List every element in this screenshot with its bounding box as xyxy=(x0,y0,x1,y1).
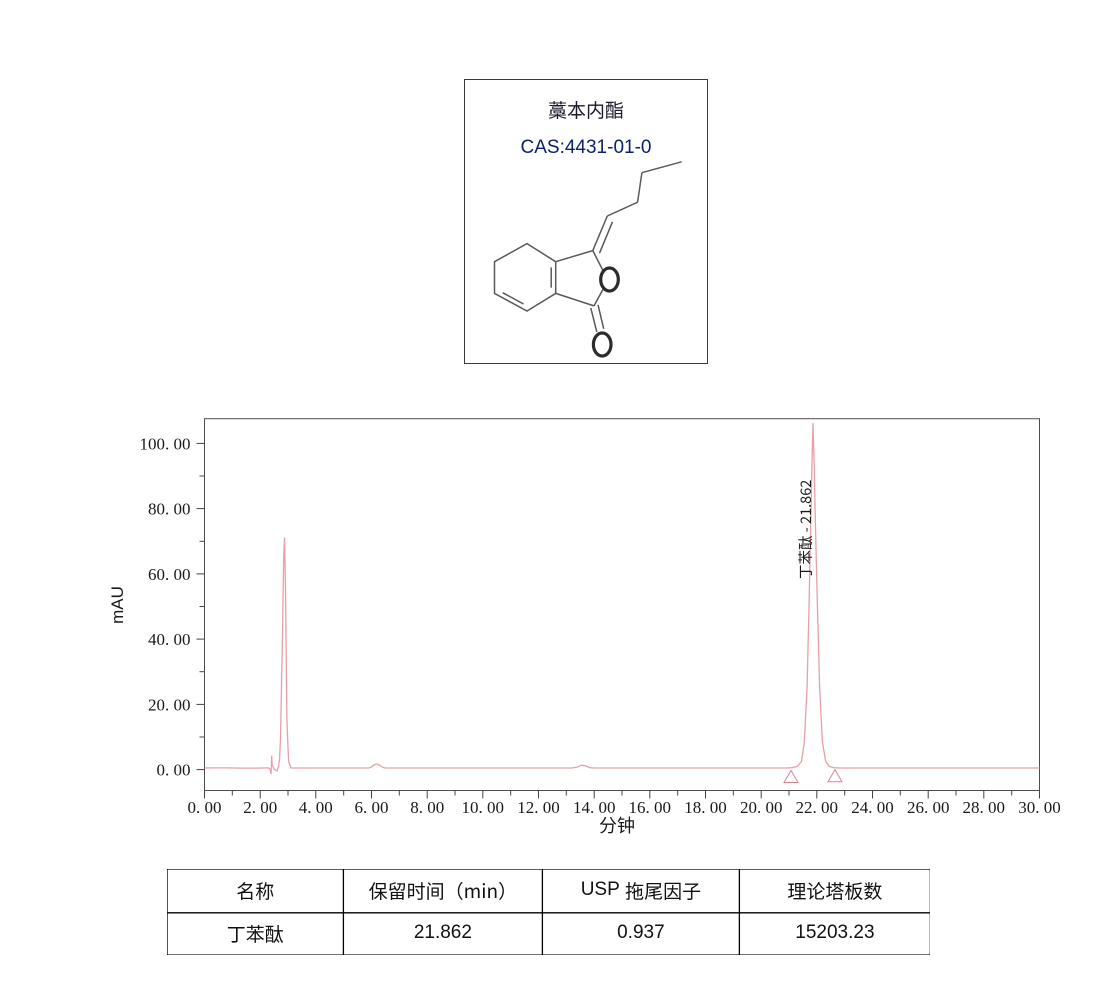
svg-text:丁苯酞 - 21.862: 丁苯酞 - 21.862 xyxy=(795,480,816,579)
svg-text:26. 00: 26. 00 xyxy=(907,798,950,817)
svg-text:22. 00: 22. 00 xyxy=(796,798,839,817)
svg-text:100. 00: 100. 00 xyxy=(140,434,191,453)
svg-text:2. 00: 2. 00 xyxy=(243,798,277,817)
svg-text:12. 00: 12. 00 xyxy=(517,798,560,817)
svg-text:24. 00: 24. 00 xyxy=(851,798,894,817)
svg-text:20. 00: 20. 00 xyxy=(148,695,191,714)
svg-text:分钟: 分钟 xyxy=(599,812,635,838)
svg-text:40. 00: 40. 00 xyxy=(148,630,191,649)
svg-text:28. 00: 28. 00 xyxy=(963,798,1006,817)
svg-text:18. 00: 18. 00 xyxy=(684,798,727,817)
svg-text:60. 00: 60. 00 xyxy=(148,565,191,584)
svg-text:20. 00: 20. 00 xyxy=(740,798,783,817)
svg-text:mAU: mAU xyxy=(108,586,127,624)
svg-text:0. 00: 0. 00 xyxy=(188,798,222,817)
svg-text:4. 00: 4. 00 xyxy=(299,798,333,817)
svg-text:8. 00: 8. 00 xyxy=(410,798,444,817)
svg-text:10. 00: 10. 00 xyxy=(462,798,505,817)
svg-text:80. 00: 80. 00 xyxy=(148,500,191,519)
svg-text:30. 00: 30. 00 xyxy=(1018,798,1061,817)
svg-text:0. 00: 0. 00 xyxy=(157,761,191,780)
svg-text:6. 00: 6. 00 xyxy=(355,798,389,817)
